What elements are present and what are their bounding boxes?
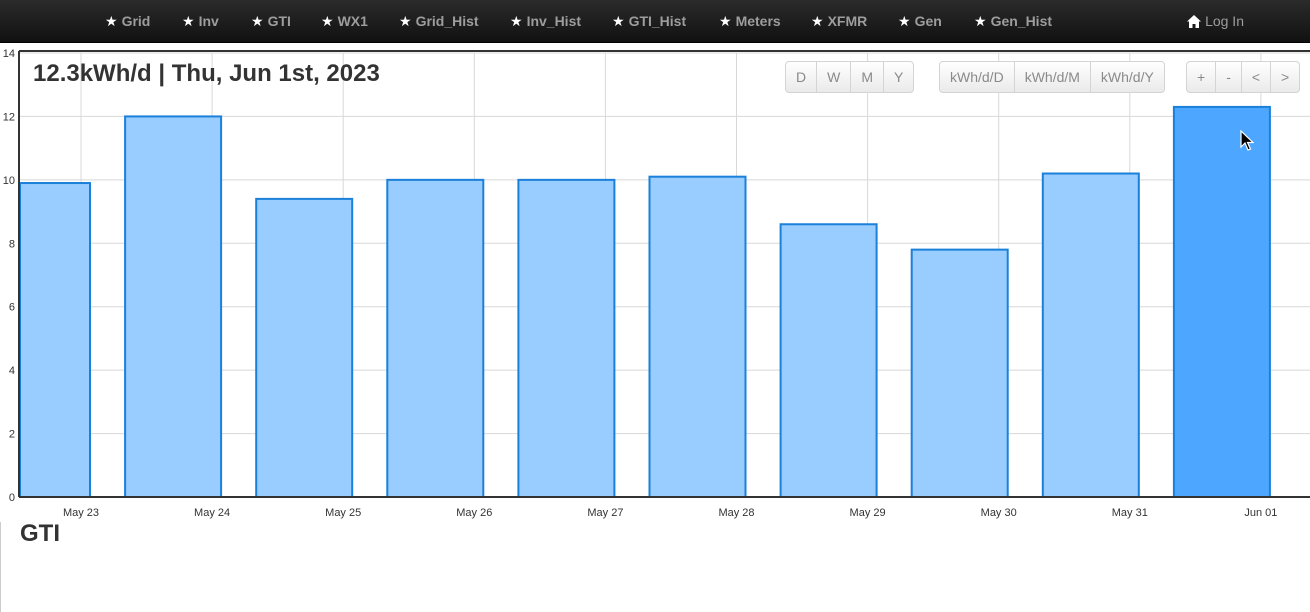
y-tick-label: 8 [9, 238, 15, 250]
nav-item-xfmr[interactable]: ★ XFMR [811, 0, 867, 42]
bar[interactable] [19, 182, 91, 498]
nav-item-inv[interactable]: ★ Inv [182, 0, 219, 42]
period-button-1[interactable]: W [816, 62, 850, 92]
nav-control-button-1[interactable]: - [1215, 62, 1241, 92]
x-tick-label: May 24 [194, 507, 230, 519]
star-icon: ★ [719, 13, 732, 29]
nav-control-button-3[interactable]: > [1270, 62, 1299, 92]
x-tick-label: Jun 01 [1244, 507, 1277, 519]
x-tick-label: May 31 [1112, 507, 1148, 519]
energy-chart[interactable]: 0 2 4 6 8 10 12 14 May 23 May 24 May 25 May 26 May 2… [0, 42, 1310, 522]
bar[interactable] [517, 178, 616, 498]
x-tick-label: May 25 [325, 507, 361, 519]
nav-item-meters[interactable]: ★ Meters [719, 0, 781, 42]
bar-chart-svg[interactable]: 0 2 4 6 8 10 12 14 May 23 May 24 May 25 May 26 May 2… [0, 42, 1310, 522]
star-icon: ★ [251, 13, 264, 29]
y-tick-label: 10 [3, 175, 15, 187]
bar[interactable] [779, 223, 878, 498]
top-navbar: ★ Grid ★ Inv ★ GTI ★ WX1 ★ Grid_Hist ★ Inv_Hist ★ GTI… [0, 0, 1310, 43]
star-icon: ★ [974, 13, 987, 29]
nav-item-label: Grid [121, 13, 151, 29]
star-icon: ★ [811, 13, 824, 29]
section-title: GTI [20, 520, 60, 547]
star-icon: ★ [898, 13, 911, 29]
bar[interactable] [386, 178, 485, 498]
nav-item-grid-hist[interactable]: ★ Grid_Hist [399, 0, 479, 42]
navigation-button-group: + - < > [1186, 61, 1301, 93]
star-icon: ★ [612, 13, 625, 29]
nav-item-inv-hist[interactable]: ★ Inv_Hist [510, 0, 581, 42]
chart-title: 12.3kWh/d | Thu, Jun 1st, 2023 [33, 60, 380, 87]
star-icon: ★ [321, 13, 334, 29]
period-button-3[interactable]: Y [883, 62, 913, 92]
mouse-cursor-icon [1240, 130, 1254, 151]
nav-item-gen[interactable]: ★ Gen [898, 0, 942, 42]
star-icon: ★ [105, 13, 118, 29]
y-tick-label: 12 [3, 111, 15, 123]
nav-item-gti-hist[interactable]: ★ GTI_Hist [612, 0, 686, 42]
nav-item-label: GTI [267, 13, 291, 29]
y-tick-label: 6 [9, 302, 15, 314]
star-icon: ★ [182, 13, 195, 29]
nav-item-label: Meters [735, 13, 781, 29]
nav-control-button-0[interactable]: + [1197, 69, 1206, 85]
x-tick-label: May 23 [63, 507, 99, 519]
units-button-0[interactable]: kWh/d/D [950, 69, 1004, 85]
nav-item-label: WX1 [337, 13, 368, 29]
period-button-0[interactable]: D [796, 69, 807, 85]
y-tick-label: 14 [3, 48, 15, 60]
nav-item-label: Grid_Hist [415, 13, 479, 29]
login-label: Log In [1205, 13, 1244, 29]
x-tick-label: May 27 [587, 507, 623, 519]
nav-item-label: Inv_Hist [526, 13, 582, 29]
section-divider [0, 522, 1, 612]
bar[interactable] [255, 197, 354, 498]
y-tick-label: 2 [9, 429, 15, 441]
bar[interactable] [910, 248, 1009, 498]
bar[interactable] [648, 175, 747, 499]
nav-item-wx1[interactable]: ★ WX1 [321, 0, 368, 42]
units-button-2[interactable]: kWh/d/Y [1089, 62, 1164, 92]
bar[interactable] [124, 115, 223, 499]
star-icon: ★ [399, 13, 412, 29]
nav-item-gti[interactable]: ★ GTI [251, 0, 291, 42]
x-tick-label: May 30 [981, 507, 1017, 519]
login-link[interactable]: Log In [1187, 0, 1244, 42]
units-button-group: kWh/d/D kWh/d/M kWh/d/Y [939, 61, 1165, 93]
nav-control-button-2[interactable]: < [1240, 62, 1270, 92]
nav-item-label: XFMR [827, 13, 868, 29]
bar[interactable] [1172, 105, 1271, 499]
home-icon [1187, 15, 1202, 28]
nav-item-label: Gen [914, 13, 942, 29]
bar[interactable] [1041, 172, 1140, 498]
x-tick-label: May 28 [718, 507, 754, 519]
y-tick-label: 4 [9, 365, 15, 377]
star-icon: ★ [510, 13, 523, 29]
x-tick-label: May 29 [850, 507, 886, 519]
nav-item-label: Inv [198, 13, 219, 29]
y-tick-label: 0 [9, 492, 15, 504]
nav-item-grid[interactable]: ★ Grid [105, 0, 150, 42]
nav-item-gen-hist[interactable]: ★ Gen_Hist [974, 0, 1052, 42]
period-button-2[interactable]: M [850, 62, 883, 92]
nav-item-label: GTI_Hist [628, 13, 687, 29]
units-button-1[interactable]: kWh/d/M [1013, 62, 1090, 92]
nav-item-label: Gen_Hist [990, 13, 1053, 29]
x-tick-label: May 26 [456, 507, 492, 519]
